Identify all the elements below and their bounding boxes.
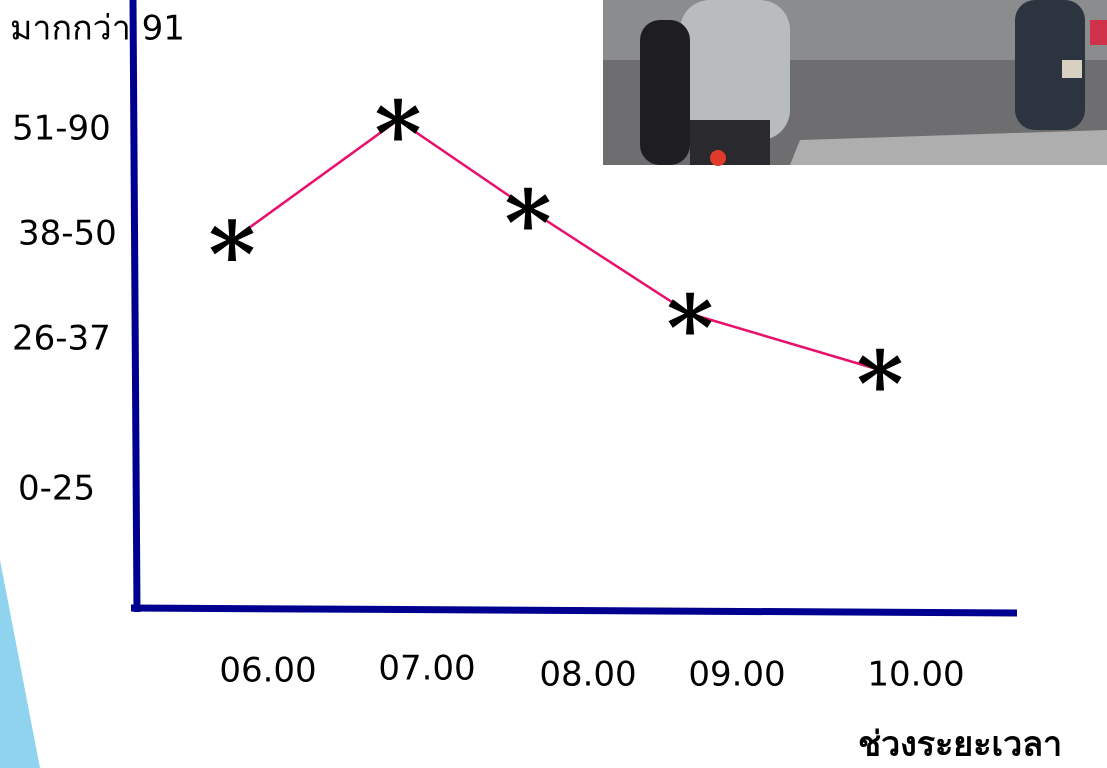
x-tick-label: 08.00 (539, 655, 636, 695)
data-point: * (856, 332, 903, 438)
data-point: * (208, 202, 255, 308)
photo (603, 0, 1107, 166)
y-axis (133, 0, 137, 612)
x-tick-label: 07.00 (378, 649, 475, 689)
y-tick-label: 26-37 (12, 319, 111, 359)
slide: ช่วงระยะเวลา 0-25 26-37 38-50 51-90 มากกว่า … (0, 0, 1107, 768)
y-tick-label: 51-90 (12, 109, 111, 149)
x-axis (131, 608, 1017, 613)
x-tick-label: 09.00 (688, 655, 785, 695)
y-tick-label: 38-50 (18, 214, 117, 254)
x-tick-label: 10.00 (867, 655, 964, 695)
data-point: * (666, 275, 713, 381)
y-tick-label: 0-25 (18, 469, 95, 509)
x-tick-label: 06.00 (219, 651, 316, 691)
data-point: * (374, 82, 421, 188)
decor-triangle (0, 560, 40, 768)
x-axis-label: ช่วงระยะเวลา (858, 725, 1062, 765)
y-tick-label: มากกว่า 91 (10, 9, 185, 49)
data-point: * (504, 170, 551, 276)
